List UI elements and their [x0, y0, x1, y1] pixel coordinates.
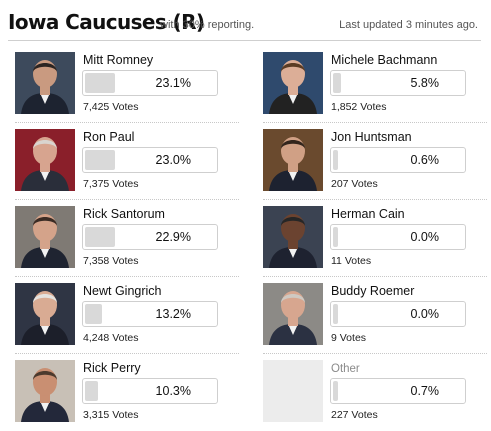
vote-share-bar: 10.3% — [82, 378, 218, 404]
candidate-name: Mitt Romney — [83, 53, 154, 67]
vote-share-fill — [85, 304, 102, 324]
results-header: Iowa Caucuses (R) with 30% reporting. La… — [8, 10, 481, 41]
candidate-card[interactable]: Herman Cain 0.0% 11 Votes — [263, 206, 487, 277]
candidate-photo — [263, 283, 323, 345]
candidate-name: Rick Perry — [83, 361, 141, 375]
reporting-status: with 30% reporting. — [160, 19, 255, 31]
vote-share-fill — [333, 381, 338, 401]
candidate-photo — [15, 129, 75, 191]
vote-share-bar: 23.1% — [82, 70, 218, 96]
vote-share-fill — [85, 381, 98, 401]
vote-count: 3,315 Votes — [83, 409, 139, 421]
vote-count: 7,375 Votes — [83, 178, 139, 190]
candidate-photo — [15, 206, 75, 268]
vote-share-bar: 0.0% — [330, 224, 466, 250]
vote-share-fill — [85, 150, 115, 170]
candidate-card[interactable]: Buddy Roemer 0.0% 9 Votes — [263, 283, 487, 354]
vote-percent: 22.9% — [155, 230, 191, 244]
page-title: Iowa Caucuses (R) — [8, 10, 205, 34]
candidate-photo — [263, 52, 323, 114]
vote-share-fill — [333, 150, 338, 170]
vote-percent: 5.8% — [410, 76, 440, 90]
last-updated: Last updated 3 minutes ago. — [339, 19, 478, 31]
candidate-photo — [263, 129, 323, 191]
vote-percent: 0.7% — [410, 384, 440, 398]
other-candidates-card[interactable]: Other 0.7% 227 Votes — [263, 360, 487, 430]
candidate-card[interactable]: Ron Paul 23.0% 7,375 Votes — [15, 129, 239, 200]
vote-share-fill — [333, 304, 338, 324]
candidate-name: Herman Cain — [331, 207, 405, 221]
vote-count: 7,358 Votes — [83, 255, 139, 267]
candidate-name: Michele Bachmann — [331, 53, 438, 67]
vote-percent: 10.3% — [155, 384, 191, 398]
candidate-name: Jon Huntsman — [331, 130, 412, 144]
vote-share-bar: 0.6% — [330, 147, 466, 173]
vote-percent: 13.2% — [155, 307, 191, 321]
vote-count: 4,248 Votes — [83, 332, 139, 344]
candidate-card[interactable]: Mitt Romney 23.1% 7,425 Votes — [15, 52, 239, 123]
vote-count: 207 Votes — [331, 178, 378, 190]
candidate-card[interactable]: Newt Gingrich 13.2% 4,248 Votes — [15, 283, 239, 354]
candidate-photo — [15, 52, 75, 114]
candidate-name: Ron Paul — [83, 130, 135, 144]
vote-percent: 23.1% — [155, 76, 191, 90]
vote-count: 1,852 Votes — [331, 101, 387, 113]
vote-share-fill — [333, 73, 341, 93]
candidate-photo — [15, 283, 75, 345]
candidate-card[interactable]: Michele Bachmann 5.8% 1,852 Votes — [263, 52, 487, 123]
vote-count: 7,425 Votes — [83, 101, 139, 113]
vote-share-bar: 22.9% — [82, 224, 218, 250]
vote-count: 227 Votes — [331, 409, 378, 421]
candidate-name: Newt Gingrich — [83, 284, 162, 298]
vote-share-fill — [85, 73, 115, 93]
vote-percent: 0.6% — [410, 153, 440, 167]
vote-count: 9 Votes — [331, 332, 367, 344]
vote-share-fill — [333, 227, 338, 247]
vote-share-bar: 23.0% — [82, 147, 218, 173]
vote-percent: 23.0% — [155, 153, 191, 167]
placeholder-photo — [263, 360, 323, 422]
candidate-photo — [15, 360, 75, 422]
vote-count: 11 Votes — [331, 255, 372, 267]
candidate-name: Buddy Roemer — [331, 284, 415, 298]
candidate-name: Rick Santorum — [83, 207, 165, 221]
vote-share-bar: 13.2% — [82, 301, 218, 327]
other-label: Other — [331, 363, 360, 375]
candidate-card[interactable]: Rick Santorum 22.9% 7,358 Votes — [15, 206, 239, 277]
vote-percent: 0.0% — [410, 307, 440, 321]
candidate-card[interactable]: Jon Huntsman 0.6% 207 Votes — [263, 129, 487, 200]
vote-percent: 0.0% — [410, 230, 440, 244]
candidate-card[interactable]: Rick Perry 10.3% 3,315 Votes — [15, 360, 239, 430]
vote-share-fill — [85, 227, 115, 247]
candidate-photo — [263, 206, 323, 268]
vote-share-bar: 0.0% — [330, 301, 466, 327]
vote-share-bar: 5.8% — [330, 70, 466, 96]
vote-share-bar: 0.7% — [330, 378, 466, 404]
